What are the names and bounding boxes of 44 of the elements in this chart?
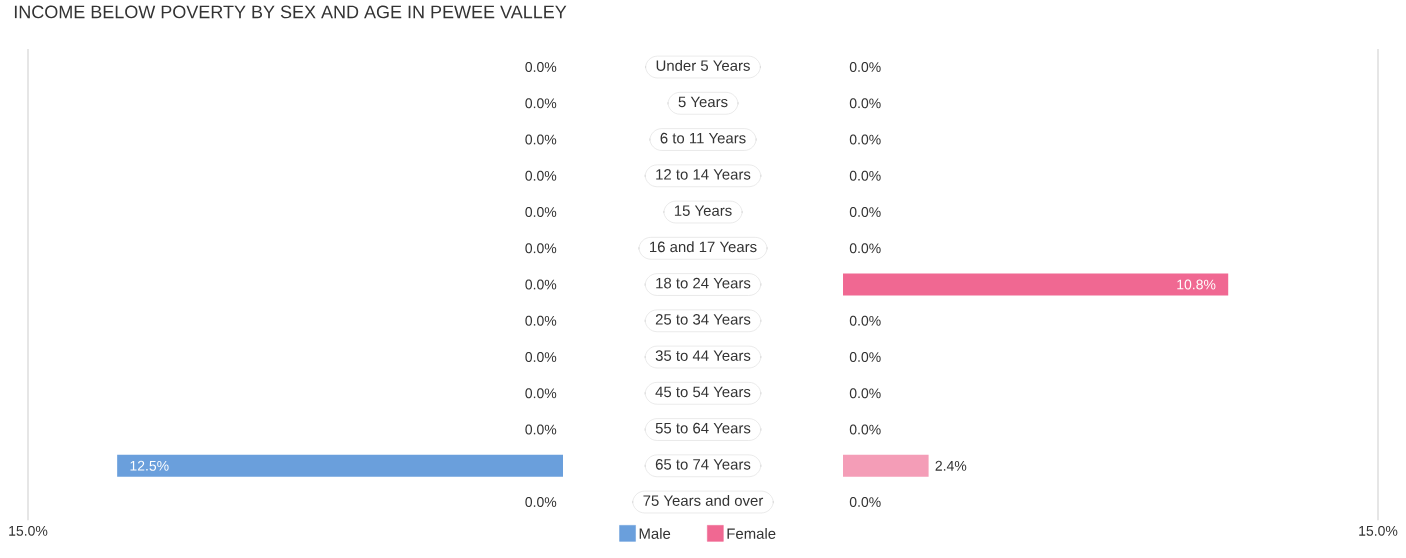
y-tick-label: 25 to 34 Years	[655, 314, 751, 325]
data-label: 0.0%	[849, 388, 881, 399]
data-label: 0.0%	[525, 134, 557, 145]
y-tick-label: Under 5 Years	[656, 59, 750, 71]
data-label: 0.0%	[525, 62, 557, 72]
data-label: 0.0%	[525, 315, 557, 326]
data-label: 2.4%	[935, 460, 967, 471]
data-label: 0.0%	[849, 207, 881, 217]
data-label: 0.0%	[525, 388, 557, 399]
y-tick-label: 35 to 44 Years	[655, 350, 751, 361]
data-label: 0.0%	[525, 424, 557, 435]
data-label: 0.0%	[525, 243, 557, 254]
data-label: 0.0%	[525, 170, 557, 181]
data-label: 0.0%	[525, 279, 557, 290]
data-label: 0.0%	[849, 170, 881, 181]
y-tick-label: 75 Years and over	[643, 494, 764, 506]
data-label: 0.0%	[849, 352, 881, 362]
x-tick-label: 15.0%	[1359, 525, 1398, 536]
y-tick-label: 12 to 14 Years	[656, 169, 751, 180]
y-tick-label: 6 to 11 Years	[660, 132, 746, 144]
data-label: 0.0%	[525, 98, 557, 109]
y-tick-label: 5 Years	[678, 96, 728, 108]
data-label: 0.0%	[525, 352, 557, 362]
data-label: 0.0%	[849, 62, 881, 72]
legend-label: Male	[639, 527, 671, 539]
data-label: 10.8%	[1177, 279, 1216, 290]
y-tick-label: 45 to 54 Years	[655, 386, 751, 398]
chart-title: INCOME BELOW POVERTY BY SEX AND AGE IN PEWEE VALLEY	[14, 5, 567, 19]
data-label: 0.0%	[525, 497, 557, 508]
data-label: 12.5%	[130, 460, 169, 471]
data-label: 0.0%	[849, 315, 881, 326]
y-tick-label: 65 to 74 Years	[655, 459, 751, 470]
data-label: 0.0%	[849, 243, 881, 254]
data-label: 0.0%	[849, 134, 881, 145]
data-label: 0.0%	[525, 207, 557, 217]
data-label: 0.0%	[849, 98, 881, 109]
x-tick-label: 15.0%	[9, 525, 48, 536]
data-label: 0.0%	[849, 497, 881, 508]
y-tick-label: 16 and 17 Years	[650, 241, 757, 253]
y-tick-label: 15 Years	[674, 205, 732, 216]
y-tick-label: 18 to 24 Years	[656, 277, 751, 289]
data-label: 0.0%	[849, 424, 881, 435]
legend-label: Female	[727, 527, 776, 539]
y-tick-label: 55 to 64 Years	[655, 422, 751, 434]
